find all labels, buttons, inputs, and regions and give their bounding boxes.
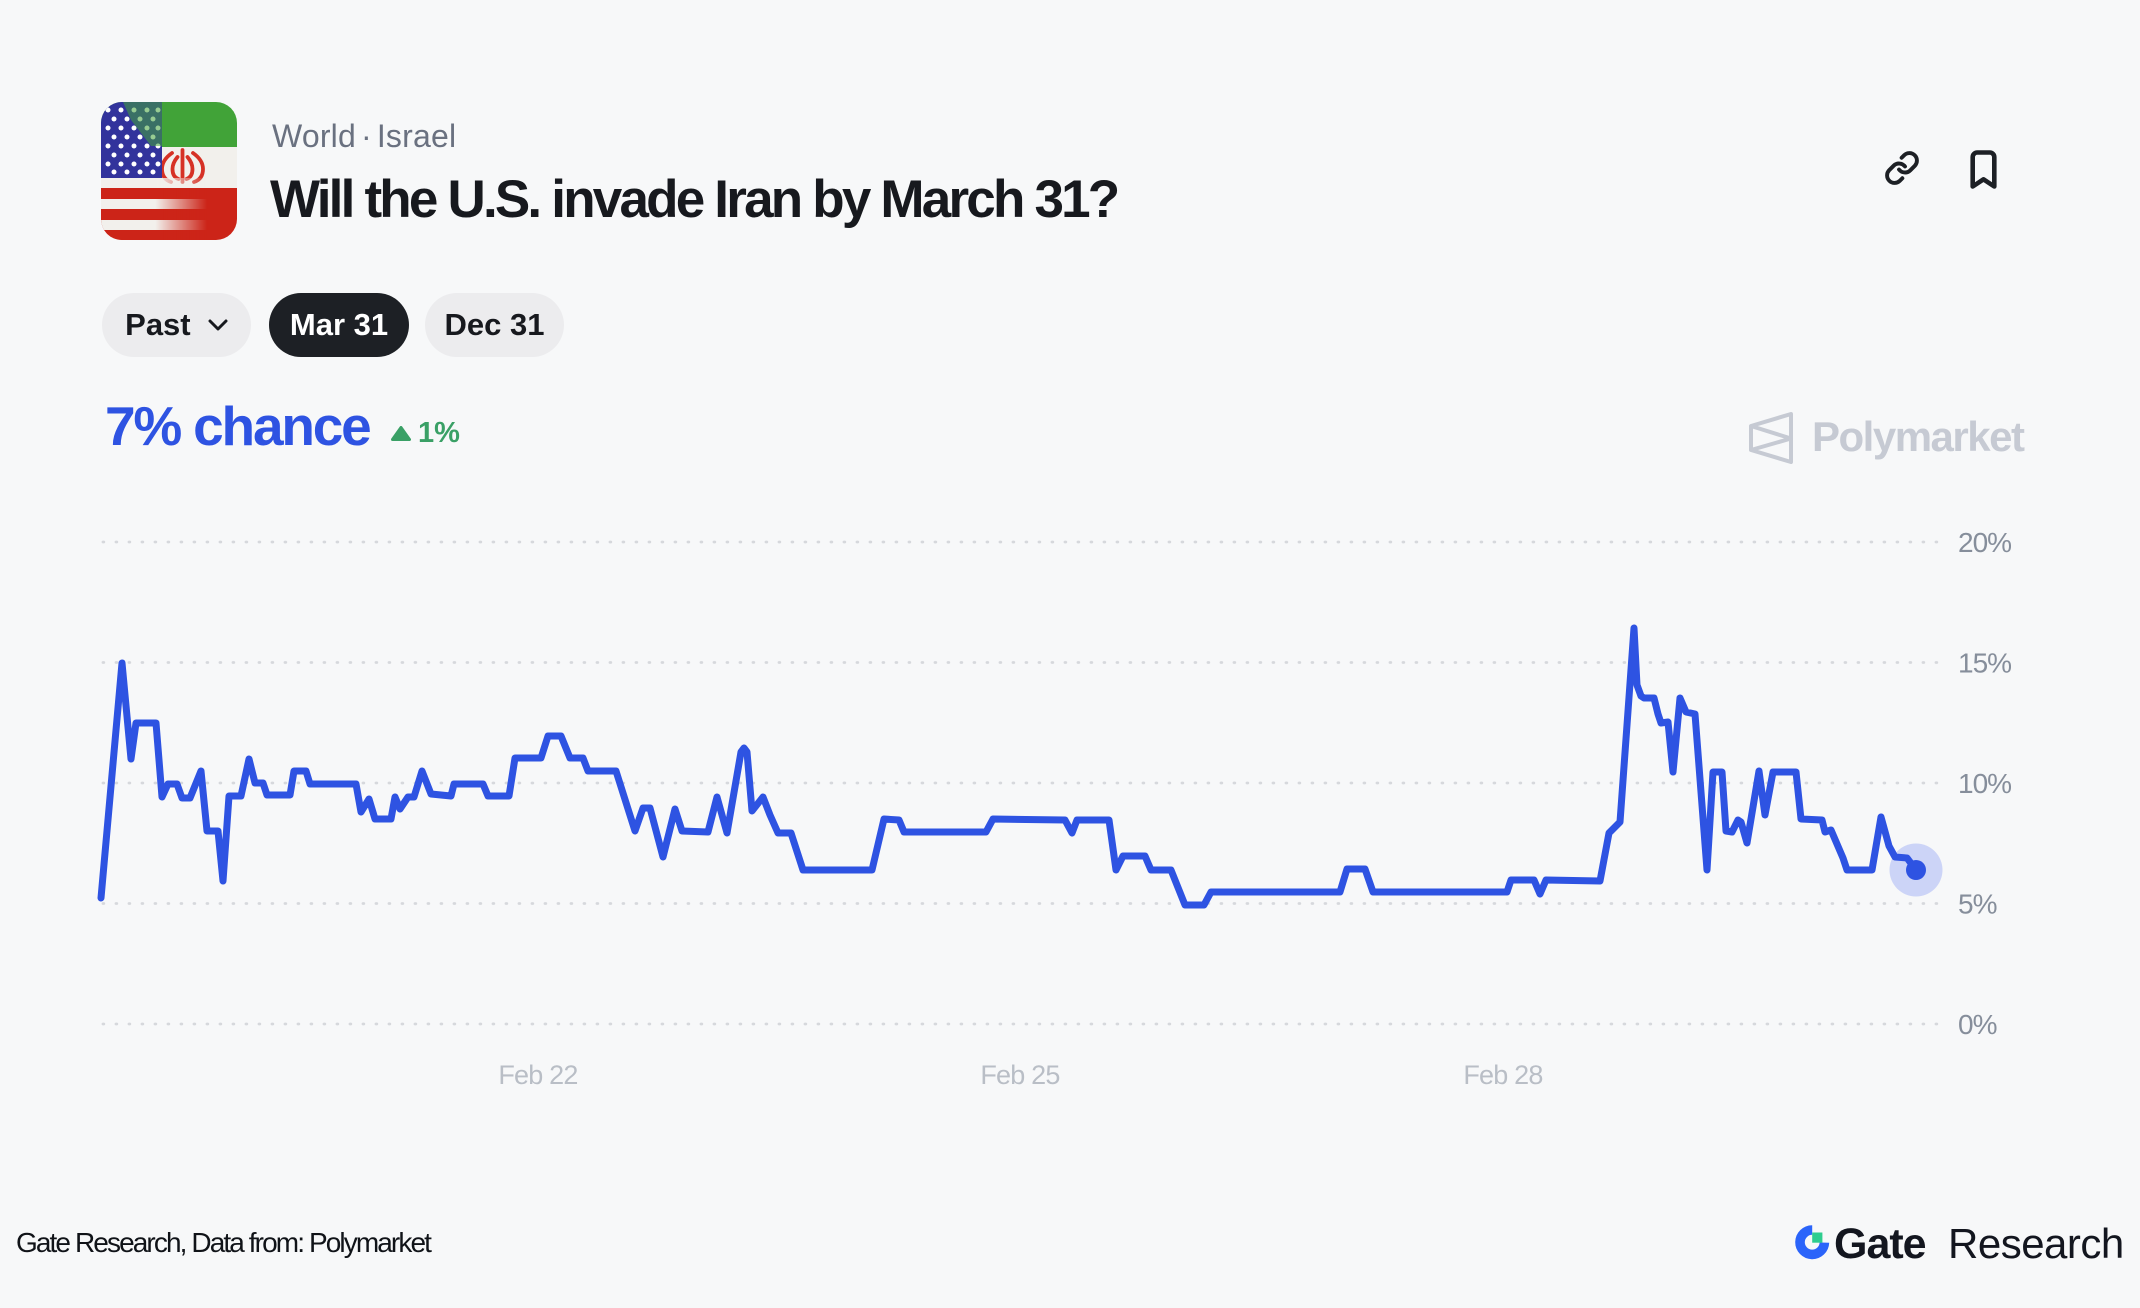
svg-text:0%: 0%	[1958, 1009, 1997, 1040]
svg-text:Feb 25: Feb 25	[980, 1060, 1059, 1090]
svg-text:15%: 15%	[1958, 648, 2011, 679]
svg-text:Feb 28: Feb 28	[1463, 1060, 1542, 1090]
svg-text:Feb 22: Feb 22	[498, 1060, 577, 1090]
svg-text:20%: 20%	[1958, 527, 2011, 558]
svg-text:10%: 10%	[1958, 768, 2011, 799]
svg-text:5%: 5%	[1958, 889, 1997, 920]
